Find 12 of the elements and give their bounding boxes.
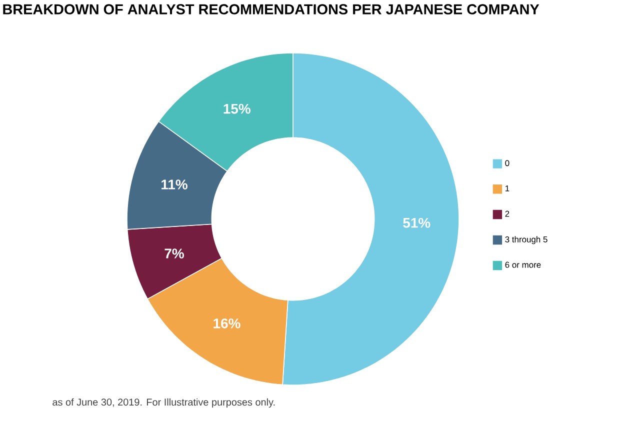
legend-label: 6 or more <box>505 262 541 268</box>
data-label: 16% <box>214 318 240 328</box>
data-label: 15% <box>224 104 250 114</box>
legend-label: 2 <box>505 210 510 217</box>
legend-label: 1 <box>506 185 510 192</box>
chart-title: BREAKDOWN OF ANALYST RECOMMENDATIONS PER JAPANESE COMPANY <box>3 4 540 14</box>
data-label: 7% <box>164 248 184 258</box>
text: as of June 30, 2019. For Illustrative purposes only. <box>52 398 275 408</box>
legend-label: 0 <box>505 160 510 166</box>
data-label: 51% <box>403 218 430 228</box>
data-label: 11% <box>162 180 188 190</box>
legend-label: 3 through 5 <box>505 236 548 244</box>
